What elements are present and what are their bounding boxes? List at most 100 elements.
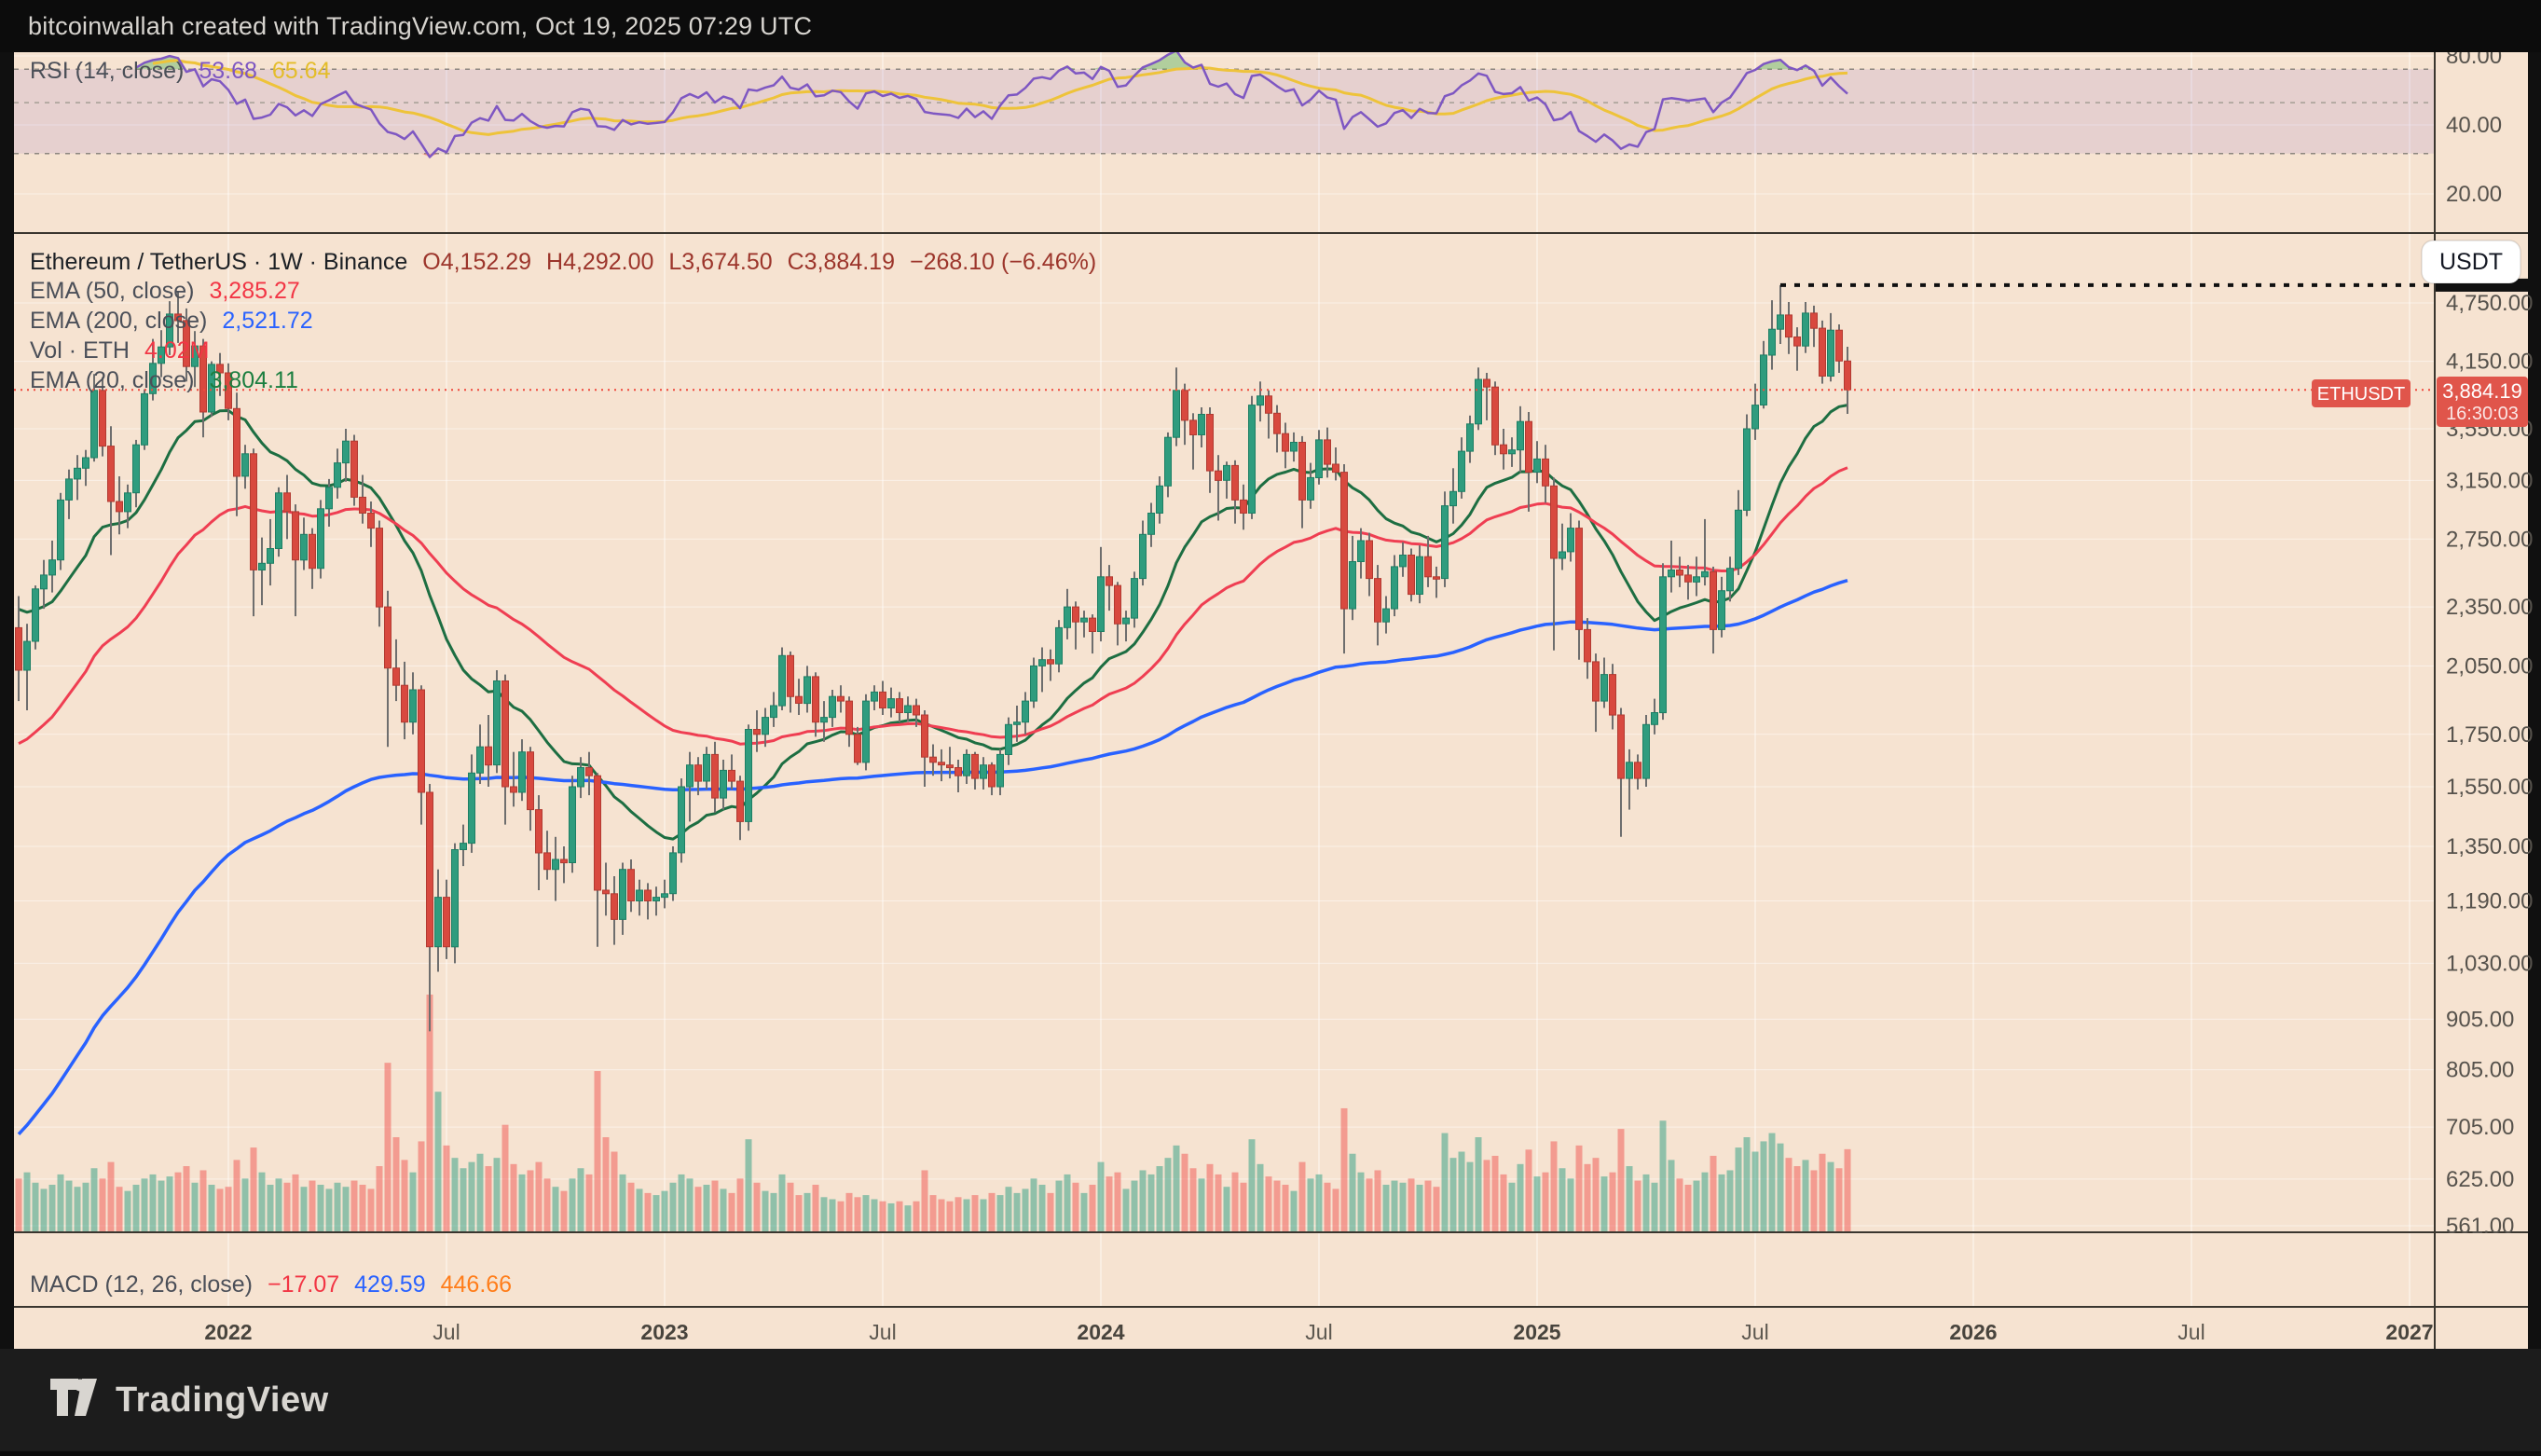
time-tick-label[interactable]: 2027 <box>2385 1320 2433 1344</box>
candle-body <box>1609 674 1616 716</box>
time-tick-label[interactable]: Jul <box>433 1320 460 1344</box>
volume-bar <box>1324 1182 1331 1232</box>
volume-bar <box>1366 1178 1373 1232</box>
volume-bar <box>1466 1161 1474 1232</box>
price-tick-label[interactable]: 1,750.00 <box>2446 722 2533 748</box>
candle-body <box>124 492 131 513</box>
volume-bar <box>23 1172 31 1232</box>
price-tick-label[interactable]: 625.00 <box>2446 1167 2514 1192</box>
ema20-label: EMA (20, close) <box>30 367 195 393</box>
volume-bar <box>879 1201 886 1232</box>
candle-body <box>510 786 517 793</box>
candle-body <box>40 574 48 590</box>
volume-bar <box>535 1161 543 1232</box>
volume-bar <box>1743 1137 1751 1232</box>
volume-bar <box>552 1187 559 1232</box>
volume-bar <box>736 1178 744 1232</box>
candle-body <box>535 809 543 854</box>
volume-bar <box>1374 1170 1381 1232</box>
volume-bar <box>384 1063 391 1232</box>
volume-bar <box>1559 1168 1566 1232</box>
rsi-legend[interactable]: RSI (14, close) 53.68 65.64 <box>30 58 330 85</box>
candle-body <box>1147 513 1155 535</box>
candle-body <box>1483 378 1490 388</box>
volume-bar <box>225 1187 232 1232</box>
candle-body <box>1718 590 1725 630</box>
candle-body <box>694 764 702 782</box>
volume-bar <box>1701 1172 1709 1232</box>
chart-canvas[interactable] <box>14 52 2528 1349</box>
time-tick-label[interactable]: 2023 <box>640 1320 688 1344</box>
candle-body <box>1710 570 1717 630</box>
candle-body <box>1458 450 1465 492</box>
time-tick-label[interactable]: Jul <box>1305 1320 1332 1344</box>
time-tick-label[interactable]: 2025 <box>1513 1320 1560 1344</box>
symbol-legend[interactable]: Ethereum / TetherUS · 1W · Binance O4,15… <box>30 249 1096 276</box>
candle-body <box>107 446 115 502</box>
price-tick-label[interactable]: 1,550.00 <box>2446 775 2533 800</box>
volume-bar <box>1022 1188 1029 1232</box>
candle-body <box>1441 505 1449 580</box>
candle-body <box>787 654 794 697</box>
candle-body <box>988 764 996 788</box>
price-tick-label[interactable]: 2,350.00 <box>2446 595 2533 620</box>
volume-bar <box>795 1195 803 1232</box>
volume-legend[interactable]: Vol · ETH 4.02M <box>30 337 209 364</box>
candle-body <box>1634 762 1641 779</box>
time-tick-label[interactable]: Jul <box>1741 1320 1768 1344</box>
tradingview-logo[interactable]: TradingView <box>50 1379 329 1422</box>
macd-legend[interactable]: MACD (12, 26, close) −17.07 429.59 446.6… <box>30 1271 512 1298</box>
time-tick-label[interactable]: 2022 <box>204 1320 252 1344</box>
price-tick-label[interactable]: 4,750.00 <box>2446 291 2533 316</box>
volume-bar <box>1835 1168 1843 1232</box>
volume-bar <box>778 1174 786 1232</box>
volume-bar <box>1290 1190 1298 1232</box>
last-price-label[interactable] <box>2437 377 2528 427</box>
candle-body <box>1298 442 1306 501</box>
price-tick-label[interactable]: 4,150.00 <box>2446 350 2533 375</box>
volume-bar <box>921 1170 928 1232</box>
price-tick-label[interactable]: 705.00 <box>2446 1115 2514 1140</box>
volume-bar <box>929 1195 937 1232</box>
time-tick-label[interactable]: Jul <box>869 1320 896 1344</box>
candle-body <box>728 769 735 782</box>
rsi-tick-label[interactable]: 40.00 <box>2446 113 2502 138</box>
price-tick-label[interactable]: 1,190.00 <box>2446 888 2533 913</box>
volume-bar <box>1315 1174 1323 1232</box>
usdt-currency-button[interactable] <box>2421 240 2521 284</box>
volume-bar <box>367 1188 375 1232</box>
volume-bar <box>703 1185 710 1232</box>
candle-body <box>929 756 937 763</box>
candle-body <box>1374 578 1381 623</box>
candle-body <box>804 676 811 705</box>
price-tick-label[interactable]: 3,150.00 <box>2446 468 2533 493</box>
price-tick-label[interactable]: 2,750.00 <box>2446 527 2533 552</box>
ema50-legend[interactable]: EMA (50, close) 3,285.27 <box>30 278 300 305</box>
price-tick-label[interactable]: 805.00 <box>2446 1058 2514 1083</box>
volume-bar <box>1349 1153 1356 1232</box>
volume-bar <box>1785 1158 1792 1232</box>
time-tick-label[interactable]: Jul <box>2177 1320 2204 1344</box>
ohlc-low: L3,674.50 <box>668 249 773 275</box>
time-tick-label[interactable]: 2024 <box>1077 1320 1124 1344</box>
price-tick-label[interactable]: 2,050.00 <box>2446 653 2533 679</box>
candle-body <box>879 691 886 709</box>
ema200-legend[interactable]: EMA (200, close) 2,521.72 <box>30 308 313 335</box>
candle-body <box>736 780 744 822</box>
ema200-label: EMA (200, close) <box>30 308 208 334</box>
volume-bar <box>804 1192 811 1232</box>
candle-body <box>1013 721 1021 725</box>
time-tick-label[interactable]: 2026 <box>1949 1320 1997 1344</box>
candle-body <box>1466 423 1474 452</box>
candle-body <box>1106 576 1113 586</box>
ema20-legend[interactable]: EMA (20, close) 3,804.11 <box>30 367 298 394</box>
price-tick-label[interactable]: 561.00 <box>2446 1214 2514 1239</box>
price-tick-label[interactable]: 905.00 <box>2446 1007 2514 1032</box>
price-tick-label[interactable]: 1,030.00 <box>2446 951 2533 976</box>
price-tick-label[interactable]: 1,350.00 <box>2446 834 2533 859</box>
candle-body <box>661 893 668 899</box>
volume-bar <box>1777 1143 1784 1232</box>
candle-body <box>392 667 400 686</box>
rsi-tick-label[interactable]: 20.00 <box>2446 182 2502 207</box>
